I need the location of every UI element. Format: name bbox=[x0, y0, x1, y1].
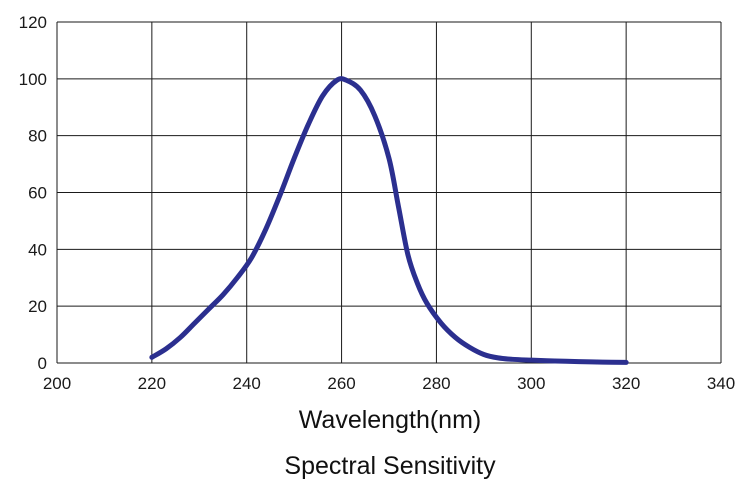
y-tick-label: 40 bbox=[28, 240, 47, 259]
x-tick-label: 220 bbox=[138, 374, 166, 393]
x-tick-label: 300 bbox=[517, 374, 545, 393]
y-tick-label: 120 bbox=[19, 13, 47, 32]
x-tick-label: 260 bbox=[327, 374, 355, 393]
x-tick-label: 200 bbox=[43, 374, 71, 393]
x-tick-label: 240 bbox=[233, 374, 261, 393]
chart-title: Spectral Sensitivity bbox=[284, 452, 496, 480]
y-tick-labels: 0 20 40 60 80 100 120 bbox=[19, 13, 47, 373]
y-tick-label: 20 bbox=[28, 297, 47, 316]
x-axis-label: Wavelength(nm) bbox=[299, 406, 481, 434]
y-tick-label: 60 bbox=[28, 184, 47, 203]
x-tick-label: 280 bbox=[422, 374, 450, 393]
x-tick-label: 320 bbox=[612, 374, 640, 393]
x-tick-label: 340 bbox=[707, 374, 735, 393]
x-tick-labels: 200 220 240 260 280 300 320 340 bbox=[43, 374, 735, 393]
sensitivity-curve bbox=[149, 76, 629, 365]
y-tick-label: 100 bbox=[19, 70, 47, 89]
grid bbox=[56, 21, 722, 364]
y-tick-label: 0 bbox=[38, 354, 47, 373]
y-tick-label: 80 bbox=[28, 127, 47, 146]
